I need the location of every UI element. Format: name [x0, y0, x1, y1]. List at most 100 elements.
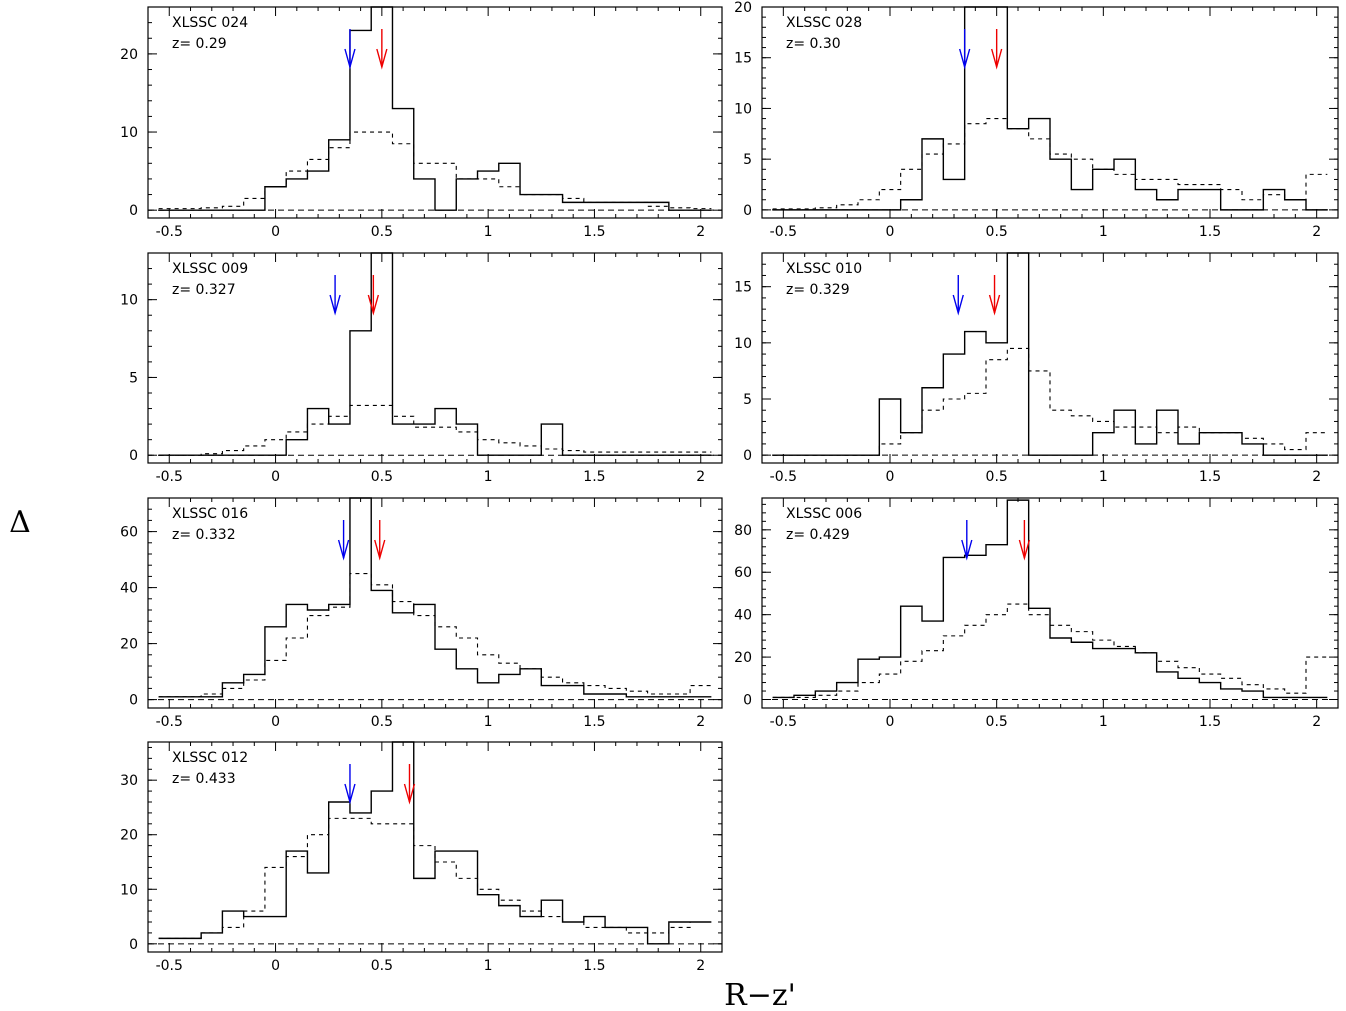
blue-arrow-head — [961, 539, 973, 561]
x-tick-label: 0.5 — [371, 958, 393, 974]
y-tick-label: 60 — [734, 565, 752, 581]
x-tick-label: 0.5 — [986, 469, 1008, 485]
x-tick-label: 0 — [271, 469, 280, 485]
redshift-label: z= 0.433 — [172, 771, 236, 787]
x-tick-label: 1 — [484, 958, 493, 974]
x-tick-label: 2 — [696, 714, 705, 730]
y-tick-label: 40 — [120, 581, 138, 597]
panel-frame — [761, 252, 1339, 464]
panel: -0.5 0 0.5 1 1.5 2 0 5 10 15 XLSSC 010 z= 0.329 — [734, 252, 1339, 485]
observed-histogram — [158, 741, 712, 945]
y-tick-label: 0 — [743, 203, 752, 219]
x-tick-label: 0.5 — [986, 714, 1008, 730]
y-tick-label: 20 — [120, 637, 138, 653]
x-tick-label: 0 — [271, 958, 280, 974]
x-tick-label: 0 — [271, 224, 280, 240]
blue-arrow — [961, 520, 973, 561]
blue-arrow-head — [329, 294, 341, 316]
red-arrow-head — [403, 783, 416, 805]
redshift-label: z= 0.30 — [786, 36, 841, 52]
observed-histogram — [772, 6, 1328, 211]
redshift-label: z= 0.332 — [172, 527, 236, 543]
x-tick-label: 1 — [1099, 224, 1108, 240]
x-tick-label: 0 — [271, 714, 280, 730]
x-tick-label: 2 — [696, 224, 705, 240]
y-tick-label: 0 — [129, 693, 138, 709]
redshift-label: z= 0.329 — [786, 282, 850, 298]
redshift-label: z= 0.29 — [172, 36, 227, 52]
y-tick-label: 5 — [743, 392, 752, 408]
blue-arrow — [329, 275, 341, 316]
y-tick-label: 5 — [129, 370, 138, 386]
blue-arrow — [958, 29, 971, 70]
y-tick-label: 80 — [734, 523, 752, 539]
y-tick-label: 40 — [734, 608, 752, 624]
red-arrow-head — [374, 539, 386, 561]
x-tick-label: 2 — [696, 958, 705, 974]
blue-arrow — [344, 29, 356, 70]
cluster-name-label: XLSSC 024 — [172, 15, 248, 31]
blue-arrow-head — [344, 783, 356, 805]
x-tick-label: 1.5 — [583, 714, 605, 730]
x-tick-label: 1.5 — [583, 469, 605, 485]
red-arrow — [990, 29, 1003, 70]
panel-frame — [147, 6, 723, 219]
x-tick-label: 1.5 — [583, 958, 605, 974]
panel-frame — [761, 6, 1339, 219]
blue-arrow-head — [344, 48, 356, 70]
y-tick-label: 0 — [129, 203, 138, 219]
x-tick-label: -0.5 — [156, 714, 183, 730]
x-tick-label: 0.5 — [371, 224, 393, 240]
red-arrow — [403, 764, 416, 805]
x-tick-label: 1.5 — [1199, 714, 1221, 730]
observed-histogram — [158, 252, 712, 456]
red-arrow — [988, 275, 1001, 316]
cluster-name-label: XLSSC 012 — [172, 750, 248, 766]
panel-frame — [761, 497, 1339, 709]
y-tick-label: 15 — [734, 51, 752, 67]
y-tick-label: 60 — [120, 525, 138, 541]
x-tick-label: 2 — [696, 469, 705, 485]
cluster-name-label: XLSSC 010 — [786, 261, 862, 277]
x-tick-label: 0 — [886, 714, 895, 730]
red-arrow — [367, 275, 380, 316]
x-tick-label: 1.5 — [1199, 469, 1221, 485]
observed-histogram — [772, 499, 1328, 699]
red-arrow-head — [990, 48, 1003, 70]
x-tick-label: 1 — [484, 469, 493, 485]
x-tick-label: 0 — [886, 224, 895, 240]
x-tick-label: -0.5 — [770, 714, 797, 730]
panel-frame — [147, 497, 723, 709]
background-histogram — [772, 347, 1328, 456]
x-tick-label: 2 — [1312, 469, 1321, 485]
x-tick-label: 1 — [1099, 714, 1108, 730]
observed-histogram — [772, 252, 1328, 456]
background-histogram — [158, 573, 712, 698]
x-tick-label: 0 — [886, 469, 895, 485]
y-tick-label: 0 — [129, 937, 138, 953]
x-tick-label: 1 — [484, 224, 493, 240]
x-tick-label: -0.5 — [156, 224, 183, 240]
x-tick-label: 0.5 — [371, 469, 393, 485]
x-tick-label: 2 — [1312, 224, 1321, 240]
observed-histogram — [158, 6, 712, 211]
cluster-name-label: XLSSC 016 — [172, 506, 248, 522]
y-tick-label: 0 — [743, 448, 752, 464]
y-tick-label: 20 — [120, 828, 138, 844]
y-tick-label: 10 — [734, 336, 752, 352]
panel-frame — [147, 741, 723, 953]
x-axis-label: R−z' — [724, 978, 796, 1011]
y-tick-label: 20 — [734, 0, 752, 16]
y-axis-label: Δ — [9, 505, 31, 540]
y-tick-label: 10 — [120, 125, 138, 141]
x-tick-label: -0.5 — [156, 469, 183, 485]
red-arrow — [376, 29, 388, 70]
blue-arrow — [337, 520, 350, 561]
y-tick-label: 15 — [734, 280, 752, 296]
x-tick-label: 2 — [1312, 714, 1321, 730]
